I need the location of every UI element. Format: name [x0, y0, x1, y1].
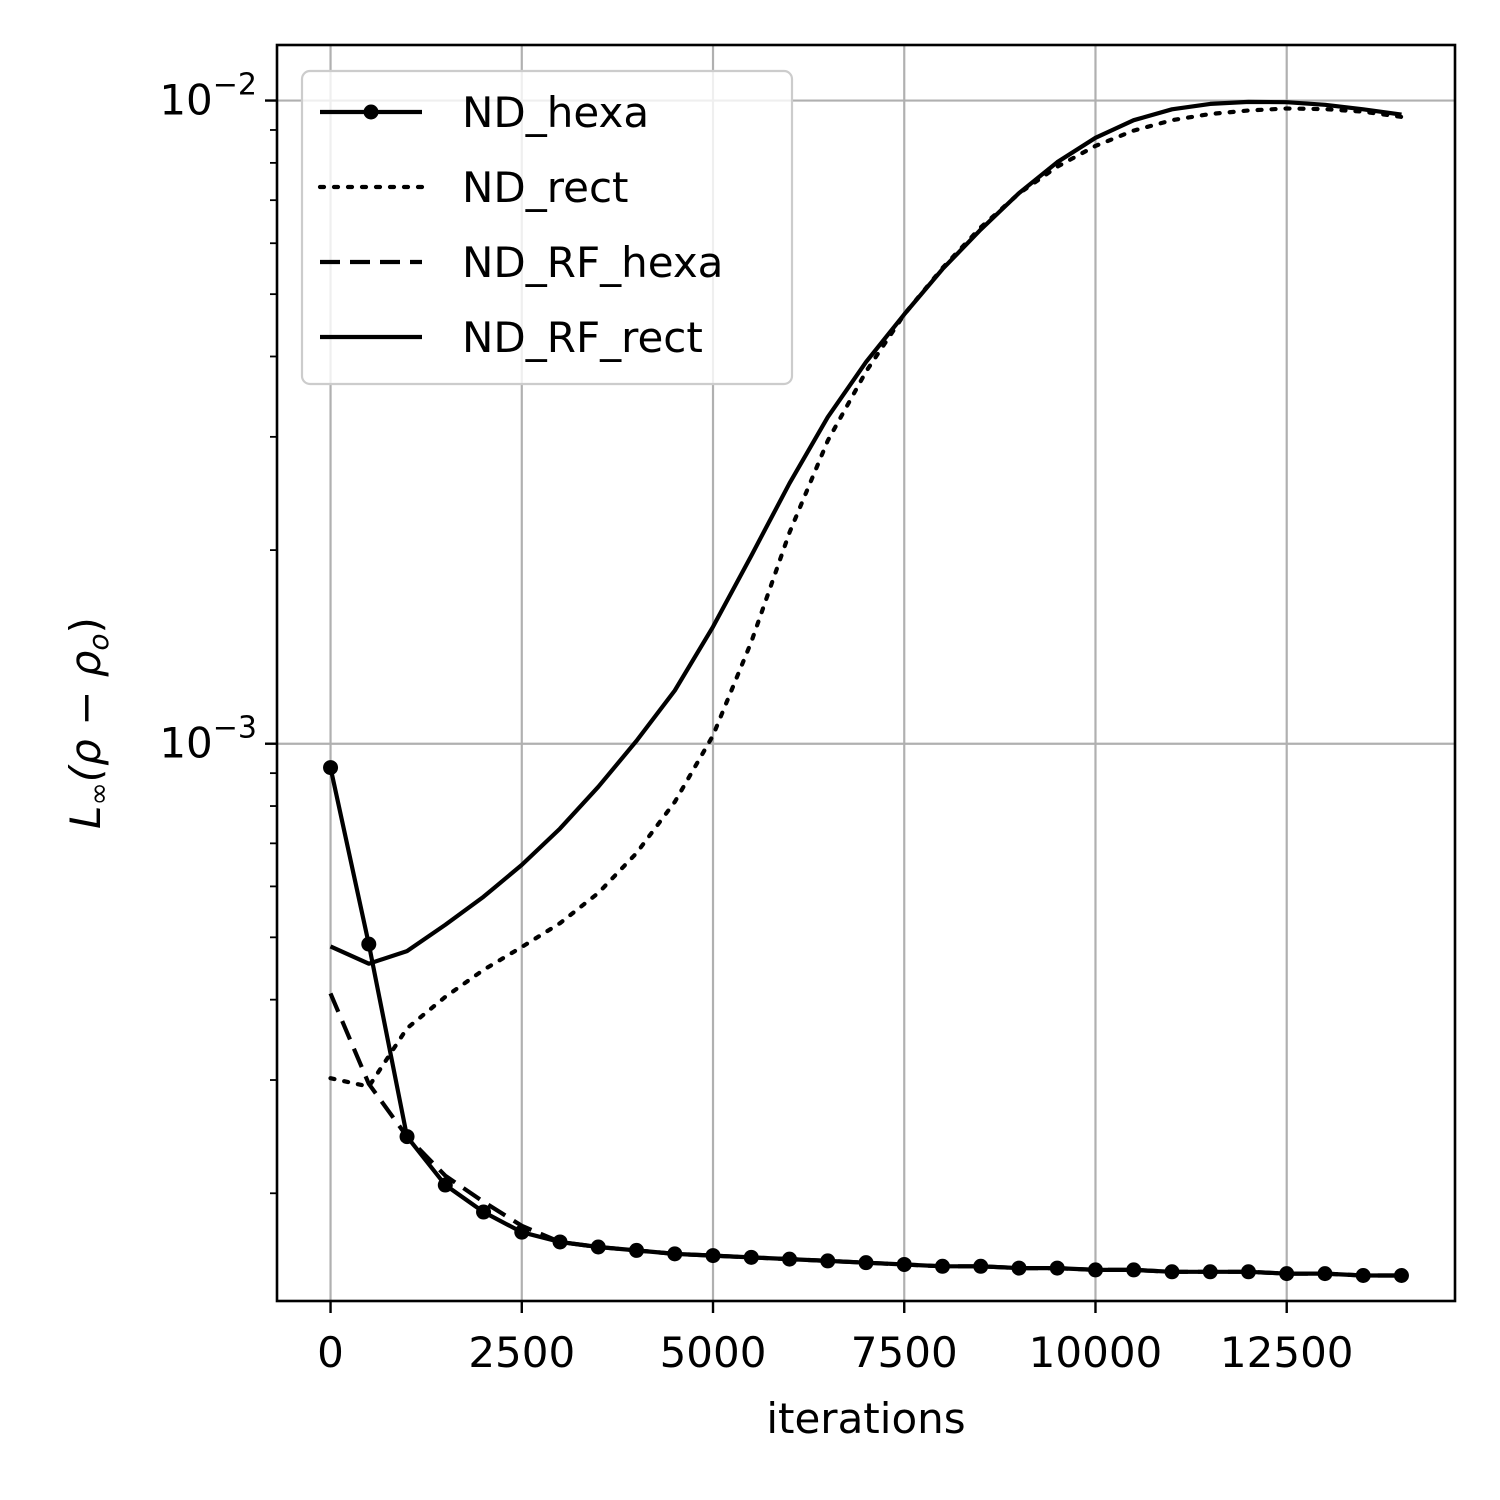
- y-tick-label-base: 10: [159, 76, 212, 125]
- legend-label: ND_RF_hexa: [462, 238, 723, 287]
- series-nd-rf-rect: [329, 99, 1402, 966]
- x-axis-label: iterations: [766, 1394, 965, 1443]
- y-axis-label-close: ): [61, 617, 110, 633]
- legend-item: ND_RF_hexa: [320, 238, 723, 287]
- x-axis-label-group: iterations: [766, 1394, 965, 1443]
- data-point: [323, 760, 339, 776]
- y-axis-label-sub: ∞: [82, 782, 115, 805]
- legend: ND_hexa ND_rect ND_RF_hexa ND_RF_rect: [300, 69, 794, 386]
- x-tick-label: 12500: [1220, 1328, 1354, 1377]
- data-point: [1240, 1264, 1256, 1280]
- legend-label: ND_hexa: [462, 88, 649, 137]
- y-tick-label-exp: −2: [213, 68, 257, 103]
- y-axis-label-body: (ρ − ρ: [61, 650, 110, 782]
- series-line: [329, 99, 1402, 966]
- y-tick-label: 10−2: [159, 68, 257, 125]
- data-point: [705, 1248, 721, 1264]
- legend-item: ND_hexa: [320, 88, 649, 137]
- y-axis-label-group: L∞(ρ − ρo): [61, 617, 115, 829]
- legend-item: ND_RF_rect: [320, 313, 703, 362]
- legend-label: ND_RF_rect: [462, 313, 703, 362]
- x-tick-label: 7500: [851, 1328, 958, 1377]
- data-point: [437, 1177, 453, 1193]
- legend-item: ND_rect: [317, 163, 629, 212]
- legend-box: [300, 69, 794, 386]
- x-tick-label: 0: [317, 1328, 344, 1377]
- data-point: [1279, 1266, 1295, 1282]
- data-point: [476, 1204, 492, 1220]
- y-axis-label: L∞(ρ − ρo): [61, 617, 115, 829]
- data-point: [590, 1239, 606, 1255]
- y-axis-label-main: L: [61, 806, 110, 829]
- legend-label: ND_rect: [462, 163, 629, 212]
- x-tick-label: 10000: [1029, 1328, 1163, 1377]
- data-point: [361, 936, 377, 952]
- x-tick-label: 5000: [660, 1328, 767, 1377]
- legend-marker: [363, 104, 379, 120]
- y-tick-label-base: 10: [159, 719, 212, 768]
- y-tick-label-exp: −3: [213, 711, 257, 746]
- y-tick-label: 10−3: [159, 711, 257, 768]
- y-axis-label-sub2: o: [82, 633, 115, 650]
- data-point: [858, 1255, 874, 1271]
- data-point: [1126, 1262, 1142, 1278]
- data-point: [1393, 1267, 1409, 1283]
- plot-frame: [275, 43, 1457, 1303]
- data-point: [973, 1258, 989, 1274]
- x-tick-label: 2500: [468, 1328, 575, 1377]
- series-layer: [323, 99, 1409, 1283]
